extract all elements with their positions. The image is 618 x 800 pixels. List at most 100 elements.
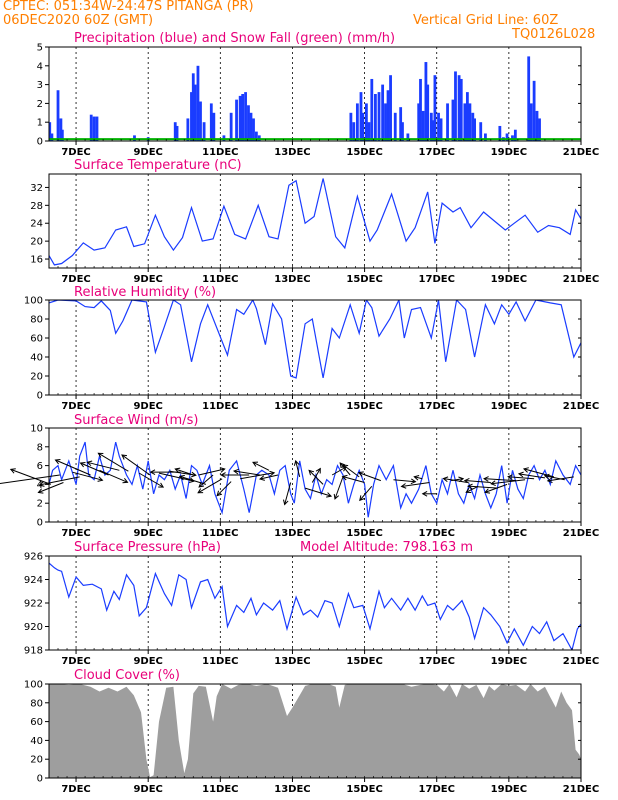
- wind-vector: [484, 478, 517, 482]
- wind-vector: [216, 481, 232, 496]
- wind-arrowhead: [308, 469, 315, 476]
- wind-arrowhead: [507, 474, 513, 480]
- wind-arrowhead: [357, 471, 364, 477]
- wind-vector: [38, 482, 64, 493]
- precip-ytick-label: 0: [37, 137, 43, 148]
- rh-xtick-label: 11DEC: [202, 401, 238, 412]
- wind-arrowhead: [339, 462, 346, 469]
- wind-vector: [468, 485, 499, 489]
- rh-ytick-label: 60: [30, 334, 43, 345]
- pres-ytick-label: 924: [24, 575, 43, 586]
- wind-arrowhead: [283, 499, 289, 506]
- temp-xtick-label: 13DEC: [274, 274, 310, 285]
- precip-bar: [384, 103, 387, 141]
- precip-bar: [241, 94, 245, 141]
- header-model-code: TQ0126L028: [512, 27, 596, 42]
- wind-vector: [0, 474, 60, 485]
- precip-bar: [459, 78, 463, 141]
- precip-bar: [468, 103, 472, 141]
- pres-ytick-label: 918: [24, 646, 43, 657]
- wind-arrowhead: [400, 483, 407, 489]
- wind-vector: [508, 476, 535, 480]
- cloud-xtick-label: 7DEC: [61, 784, 90, 795]
- pres-ytick-label: 926: [24, 552, 43, 563]
- wind-xtick-label: 7DEC: [61, 528, 90, 539]
- precip-ytick-label: 2: [37, 99, 43, 110]
- precip-title: Precipitation (blue) and Snow Fall (gree…: [74, 31, 395, 46]
- wind-ytick-label: 4: [37, 480, 43, 491]
- precip-bar: [439, 118, 443, 141]
- wind-arrowhead: [220, 472, 226, 478]
- precip-bar: [421, 110, 425, 141]
- wind-arrowhead: [490, 480, 496, 487]
- wind-vector: [414, 476, 423, 480]
- precip-bar: [235, 99, 238, 141]
- wind-vector: [197, 478, 223, 494]
- wind-vector: [72, 471, 103, 481]
- precip-ytick-label: 5: [37, 43, 43, 54]
- cloud-xtick-label: 13DEC: [274, 784, 310, 795]
- precip-xtick-label: 17DEC: [419, 147, 455, 158]
- precip-bar: [529, 103, 533, 141]
- wind-arrowhead: [467, 483, 473, 490]
- temp-ytick-label: 24: [30, 219, 43, 230]
- pres-xtick-label: 17DEC: [419, 656, 455, 667]
- wind-arrowhead: [463, 478, 470, 484]
- rh-panel: 0 20 40 60 80 100 7DEC 9DEC 11DEC 13DEC 15DEC 17DEC…: [24, 285, 599, 412]
- rh-xtick-label: 21DEC: [563, 401, 599, 412]
- header-station: CPTEC: 051:34W-24:47S PITANGA (PR): [3, 0, 254, 14]
- wind-arrowhead: [421, 490, 428, 497]
- temp-xtick-label: 9DEC: [133, 274, 162, 285]
- cloud-ytick-label: 40: [30, 736, 43, 747]
- precip-bar: [89, 114, 93, 141]
- precip-bar: [209, 103, 213, 141]
- wind-vector: [10, 468, 51, 485]
- wind-line: [49, 441, 581, 518]
- wind-vector: [547, 476, 574, 482]
- pres-xtick-label: 13DEC: [274, 656, 310, 667]
- precip-bar: [199, 101, 202, 141]
- precip-bar: [202, 122, 206, 141]
- precip-panel: 0 1 2 3 4 5 7DEC 9DEC 11DEC 13DEC 15DEC 17DEC 19DEC 2…: [37, 31, 600, 158]
- precip-bar: [381, 84, 385, 141]
- wind-arrowhead: [216, 490, 223, 497]
- wind-arrowhead: [219, 467, 226, 473]
- temp-title: Surface Temperature (nC): [74, 158, 242, 173]
- cloud-xtick-label: 19DEC: [491, 784, 527, 795]
- pres-line: [49, 562, 581, 650]
- precip-bar: [417, 103, 421, 141]
- wind-arrowhead: [37, 488, 44, 494]
- temp-xtick-label: 21DEC: [563, 274, 599, 285]
- wind-arrowhead: [517, 471, 524, 478]
- wind-xtick-label: 19DEC: [491, 528, 527, 539]
- wind-arrowhead: [293, 459, 300, 466]
- wind-arrowhead: [158, 482, 165, 488]
- wind-arrowhead: [413, 475, 420, 481]
- wind-vector: [331, 466, 347, 476]
- cloud-ytick-label: 20: [30, 755, 43, 766]
- precip-xtick-label: 13DEC: [274, 147, 310, 158]
- precip-bar: [377, 92, 381, 141]
- precip-bar: [50, 133, 54, 141]
- wind-xtick-label: 11DEC: [202, 528, 238, 539]
- precip-bar: [249, 112, 253, 141]
- wind-arrowhead: [483, 476, 489, 482]
- wind-vector: [342, 464, 360, 478]
- wind-vector: [55, 459, 91, 476]
- temp-xtick-label: 17DEC: [419, 274, 455, 285]
- rh-xtick-label: 17DEC: [419, 401, 455, 412]
- precip-bar: [457, 75, 461, 141]
- precip-bar: [538, 118, 541, 141]
- precip-bar: [513, 129, 517, 141]
- wind-arrowhead: [458, 476, 465, 483]
- wind-vector: [393, 479, 416, 483]
- wind-arrowhead: [442, 476, 449, 482]
- wind-arrowhead: [122, 478, 129, 484]
- cloud-xtick-label: 9DEC: [133, 784, 162, 795]
- wind-vector: [484, 483, 508, 493]
- wind-vector: [233, 470, 261, 476]
- wind-xtick-label: 21DEC: [563, 528, 599, 539]
- wind-arrowhead: [341, 474, 348, 481]
- header-grid-line: Vertical Grid Line: 60Z: [413, 13, 559, 28]
